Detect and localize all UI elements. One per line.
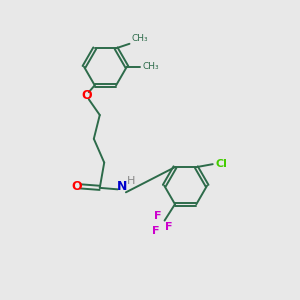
- Text: O: O: [72, 180, 82, 193]
- Text: F: F: [165, 222, 173, 232]
- Text: N: N: [117, 181, 127, 194]
- Text: O: O: [81, 89, 92, 102]
- Text: F: F: [152, 226, 159, 236]
- Text: H: H: [127, 176, 135, 186]
- Text: Cl: Cl: [216, 159, 228, 169]
- Text: CH₃: CH₃: [132, 34, 148, 43]
- Text: CH₃: CH₃: [142, 62, 159, 71]
- Text: F: F: [154, 211, 162, 221]
